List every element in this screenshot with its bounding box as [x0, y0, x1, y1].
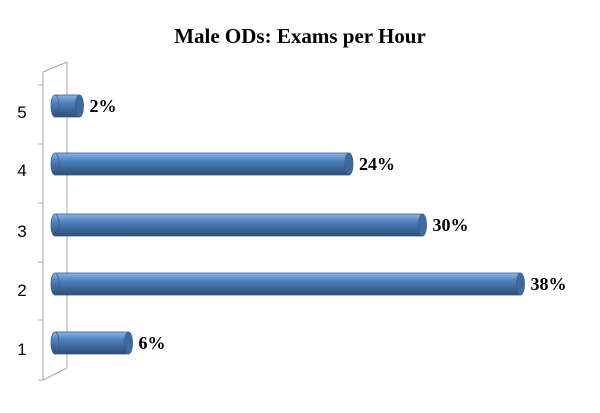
y-tick-label-4: 4	[17, 161, 26, 180]
data-labels: 6% 38% 30% 24% 2%	[90, 96, 567, 353]
bar-2	[50, 272, 525, 296]
data-label-1: 6%	[139, 333, 166, 353]
data-label-4: 24%	[359, 154, 395, 174]
data-label-5: 2%	[90, 96, 117, 116]
bar-3	[50, 213, 427, 237]
y-tick-label-1: 1	[17, 340, 26, 359]
bar-5	[50, 94, 84, 118]
data-label-2: 38%	[531, 274, 567, 294]
bar-4	[50, 152, 354, 176]
y-tick-label-3: 3	[17, 222, 26, 241]
chart-title: Male ODs: Exams per Hour	[174, 24, 426, 48]
y-tick-label-5: 5	[17, 103, 26, 122]
y-tick-label-2: 2	[17, 281, 26, 300]
bar-1	[50, 331, 133, 355]
data-label-3: 30%	[433, 215, 469, 235]
y-tick-labels: 1 2 3 4 5	[17, 103, 26, 359]
bar-series	[50, 94, 525, 355]
